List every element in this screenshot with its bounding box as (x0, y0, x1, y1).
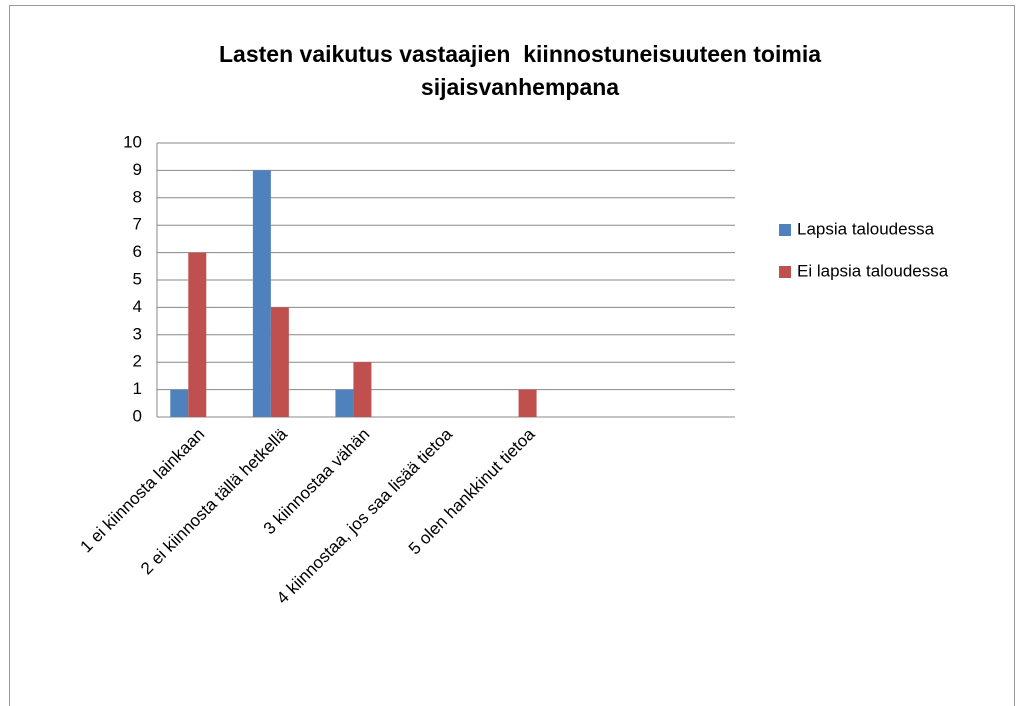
x-tick-label: 2 ei kiinnosta tällä hetkellä (137, 424, 291, 578)
y-tick-label: 9 (133, 160, 142, 179)
bar (170, 389, 189, 417)
y-tick-label: 6 (133, 242, 142, 261)
y-tick-label: 10 (123, 132, 142, 151)
y-tick-label: 2 (133, 352, 142, 371)
y-tick-label: 0 (133, 406, 142, 425)
legend-swatch (779, 224, 791, 236)
legend-swatch (779, 266, 791, 278)
y-tick-label: 4 (133, 297, 142, 316)
bar (518, 389, 537, 417)
y-tick-label: 3 (133, 324, 142, 343)
y-tick-label: 1 (133, 379, 142, 398)
x-tick-label: 4 kiinnostaa, jos saa lisää tietoa (273, 424, 457, 608)
y-tick-label: 5 (133, 269, 142, 288)
bar (353, 362, 372, 417)
legend-label: Lapsia taloudessa (797, 219, 935, 238)
y-tick-label: 8 (133, 187, 142, 206)
chart-frame (9, 5, 1015, 706)
bar (188, 252, 207, 417)
chart-title: Lasten vaikutus vastaajien kiinnostuneis… (219, 41, 828, 100)
y-tick-label: 7 (133, 215, 142, 234)
bar (335, 389, 354, 417)
bar (252, 170, 271, 417)
legend-label: Ei lapsia taloudessa (797, 261, 949, 280)
bar (270, 307, 289, 417)
